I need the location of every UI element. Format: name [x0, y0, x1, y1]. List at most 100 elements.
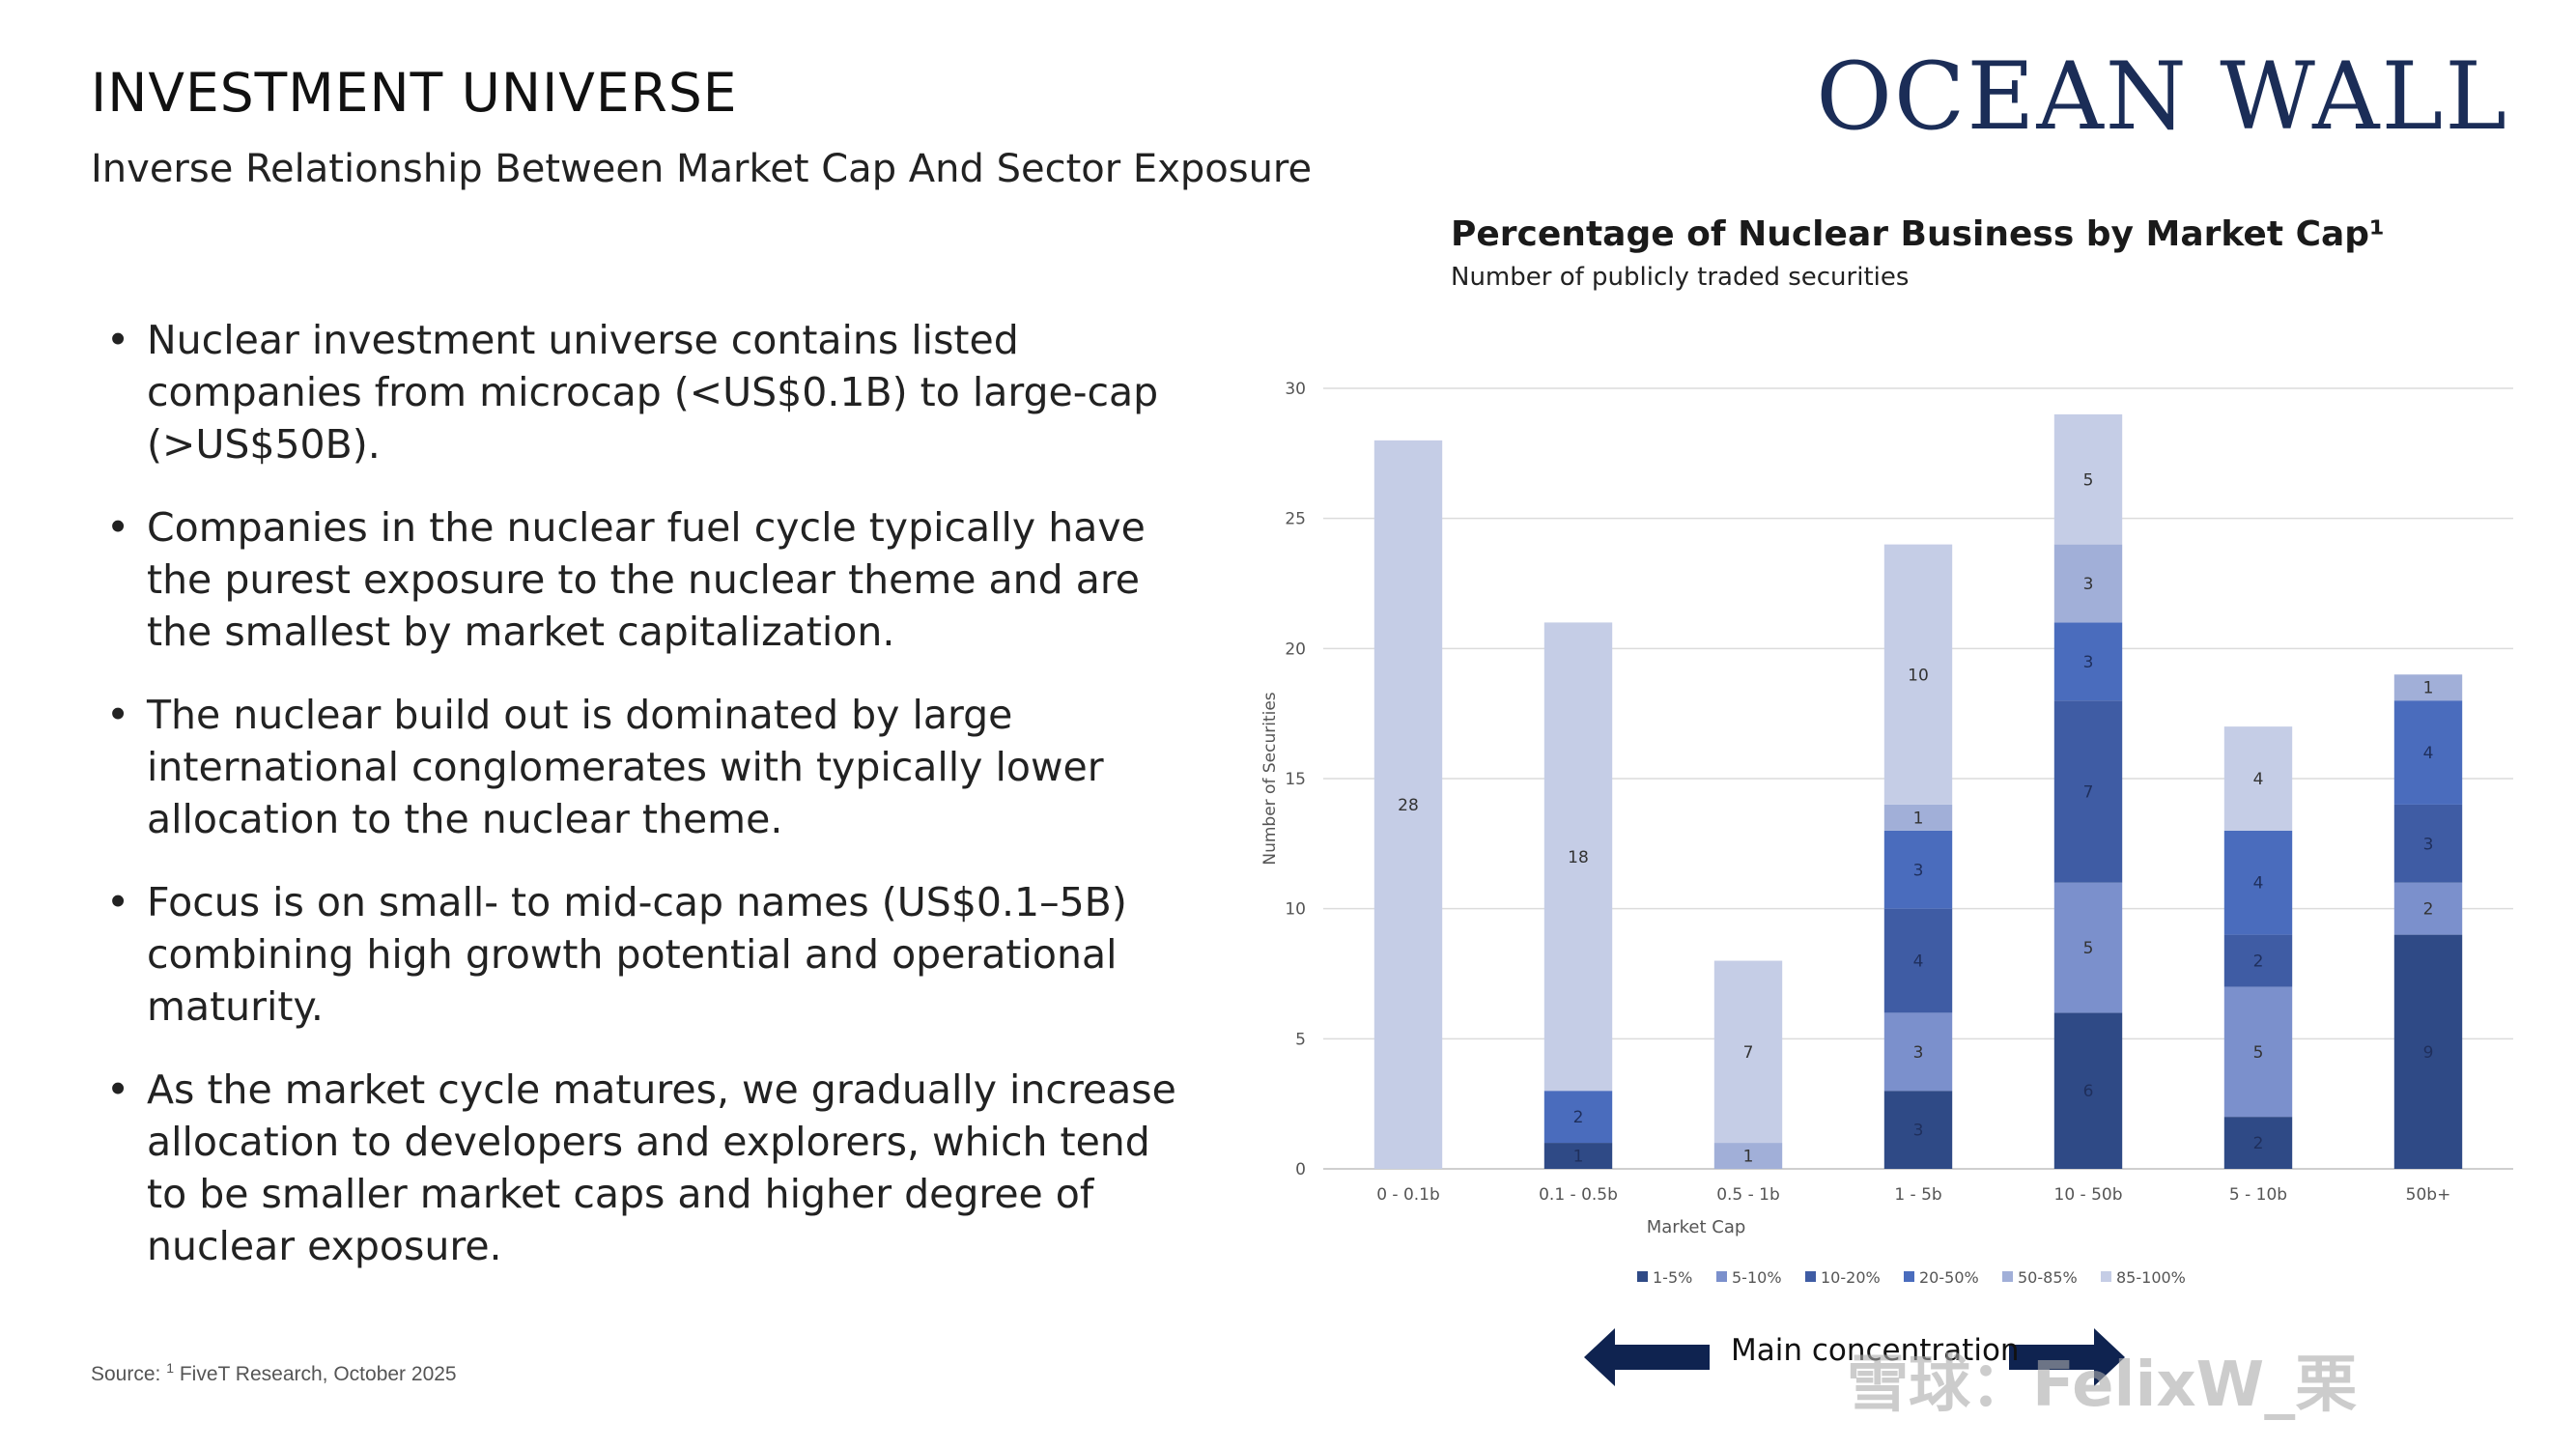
- data-label: 9: [2423, 1043, 2434, 1063]
- data-label: 2: [2253, 952, 2264, 972]
- y-tick-label: 30: [1285, 380, 1306, 399]
- bar-segment: [2393, 674, 2463, 701]
- data-label: 1: [1573, 1148, 1584, 1167]
- bar-segment: [2223, 726, 2293, 831]
- data-label: 5: [2083, 939, 2094, 958]
- legend-swatch: [2002, 1271, 2013, 1282]
- bar-segment: [2393, 882, 2463, 935]
- data-label: 4: [2423, 744, 2434, 763]
- bullet-list: Nuclear investment universe contains lis…: [106, 314, 1178, 1303]
- data-label: 4: [2253, 874, 2264, 894]
- bar-segment: [1883, 908, 1953, 1013]
- x-tick-label: 10 - 50b: [2054, 1185, 2123, 1205]
- logo: OCEAN WALL: [1816, 43, 2508, 151]
- legend-label: 1-5%: [1653, 1268, 1692, 1287]
- bar-segment: [1883, 544, 1953, 805]
- page-title: INVESTMENT UNIVERSE: [91, 62, 738, 124]
- data-label: 3: [1913, 1043, 1924, 1063]
- bar-segment: [2223, 986, 2293, 1118]
- x-tick-label: 5 - 10b: [2229, 1185, 2287, 1205]
- data-label: 1: [2423, 679, 2434, 698]
- x-tick-label: 1 - 5b: [1894, 1185, 1941, 1205]
- bullet-item: As the market cycle matures, we graduall…: [106, 1064, 1178, 1272]
- right-arrow-icon: [2009, 1328, 2125, 1386]
- legend-label: 10-20%: [1821, 1268, 1881, 1287]
- bar-segment: [2393, 934, 2463, 1169]
- legend-swatch: [1637, 1271, 1648, 1282]
- legend-label: 5-10%: [1732, 1268, 1782, 1287]
- source-prefix: Source:: [91, 1363, 167, 1385]
- bar-segment: [1543, 1143, 1613, 1169]
- bar-segment: [2053, 700, 2123, 883]
- chart-title: Percentage of Nuclear Business by Market…: [1451, 214, 2385, 254]
- page-subtitle: Inverse Relationship Between Market Cap …: [91, 147, 1313, 191]
- bar-segment: [2223, 934, 2293, 987]
- data-label: 3: [2083, 653, 2094, 672]
- bar-segment: [2223, 1117, 2293, 1169]
- legend-label: 85-100%: [2116, 1268, 2186, 1287]
- x-tick-label: 0.1 - 0.5b: [1539, 1185, 1618, 1205]
- y-tick-label: 5: [1295, 1030, 1306, 1049]
- chart-subtitle: Number of publicly traded securities: [1451, 263, 1910, 292]
- bar-segment: [2393, 804, 2463, 883]
- data-label: 1: [1913, 809, 1924, 828]
- data-label: 3: [1913, 861, 1924, 880]
- data-label: 5: [2253, 1043, 2264, 1063]
- legend-swatch: [1805, 1271, 1816, 1282]
- legend-swatch: [2101, 1271, 2111, 1282]
- data-label: 18: [1568, 848, 1589, 867]
- y-tick-label: 20: [1285, 639, 1306, 659]
- data-label: 28: [1398, 796, 1419, 815]
- data-label: 10: [1908, 666, 1929, 685]
- bullet-item: Focus is on small- to mid-cap names (US$…: [106, 876, 1178, 1033]
- bar-segment: [1883, 1012, 1953, 1092]
- legend-swatch: [1904, 1271, 1914, 1282]
- bar-segment: [1543, 622, 1613, 1092]
- source-text: FiveT Research, October 2025: [174, 1363, 457, 1385]
- bar-segment: [1713, 960, 1783, 1144]
- data-label: 2: [1573, 1108, 1584, 1127]
- concentration-arrows: [1584, 1328, 2125, 1386]
- x-tick-label: 50b+: [2406, 1185, 2451, 1205]
- bar-segment: [2393, 700, 2463, 805]
- watermark: 雪球：FelixW_栗: [1847, 1350, 2358, 1421]
- source-footnote-marker: 1: [166, 1360, 175, 1376]
- bar-segment: [1883, 1091, 1953, 1169]
- bar-segment: [1883, 804, 1953, 831]
- left-arrow-icon: [1584, 1328, 1710, 1386]
- data-label: 5: [2083, 470, 2094, 490]
- bar-segment: [2053, 413, 2123, 545]
- source-note: Source: 1 FiveT Research, October 2025: [91, 1360, 457, 1386]
- bar-segment: [1883, 830, 1953, 909]
- data-label: 2: [2423, 900, 2434, 920]
- data-label: 7: [2083, 782, 2094, 802]
- y-tick-label: 0: [1295, 1160, 1306, 1179]
- y-axis-label: Number of Securities: [1260, 692, 1280, 865]
- bar-segment: [2053, 622, 2123, 701]
- x-axis-label: Market Cap: [1647, 1217, 1746, 1237]
- bar-segment: [1713, 1143, 1783, 1169]
- x-tick-label: 0.5 - 1b: [1716, 1185, 1780, 1205]
- y-tick-label: 10: [1285, 900, 1306, 920]
- y-tick-label: 25: [1285, 510, 1306, 529]
- bullet-item: Nuclear investment universe contains lis…: [106, 314, 1178, 470]
- bar-segment: [2053, 1012, 2123, 1169]
- data-label: 6: [2083, 1082, 2094, 1101]
- data-label: 4: [2253, 770, 2264, 789]
- concentration-label: Main concentration: [1731, 1333, 2020, 1368]
- data-label: 4: [1913, 952, 1924, 972]
- x-tick-label: 0 - 0.1b: [1376, 1185, 1440, 1205]
- data-label: 3: [1913, 1122, 1924, 1141]
- bar-segment: [2053, 882, 2123, 1013]
- legend-swatch: [1716, 1271, 1727, 1282]
- y-tick-label: 15: [1285, 770, 1306, 789]
- bar-segment: [1543, 1091, 1613, 1144]
- bullet-item: The nuclear build out is dominated by la…: [106, 689, 1178, 845]
- bar-segment: [2053, 544, 2123, 623]
- bar-segment: [2223, 830, 2293, 935]
- legend-label: 20-50%: [1919, 1268, 1979, 1287]
- bar-segment: [1373, 440, 1443, 1169]
- data-label: 2: [2253, 1134, 2264, 1153]
- data-label: 7: [1743, 1043, 1754, 1063]
